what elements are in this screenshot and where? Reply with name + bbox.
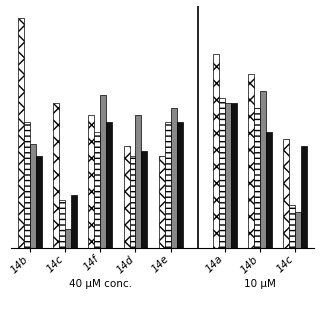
Bar (141, 151, 148, 248)
Bar (30, 144, 36, 248)
Bar (24, 122, 30, 248)
Bar (18, 18, 24, 248)
Bar (65, 229, 71, 248)
Bar (94, 132, 100, 248)
Bar (219, 98, 225, 248)
Bar (135, 115, 141, 248)
Bar (164, 122, 171, 248)
Bar (289, 204, 295, 248)
Bar (171, 108, 177, 248)
Text: 10 μM: 10 μM (244, 279, 276, 289)
Bar (213, 54, 219, 248)
Bar (225, 103, 231, 248)
Bar (100, 95, 106, 248)
Bar (254, 108, 260, 248)
Bar (231, 103, 237, 248)
Bar (177, 122, 182, 248)
Bar (88, 115, 94, 248)
Bar (106, 122, 112, 248)
Bar (53, 103, 59, 248)
Bar (283, 139, 289, 248)
Bar (36, 156, 42, 248)
Bar (266, 132, 272, 248)
Bar (295, 212, 301, 248)
Text: 40 μM conc.: 40 μM conc. (69, 279, 132, 289)
Bar (71, 195, 77, 248)
Bar (159, 156, 164, 248)
Bar (59, 200, 65, 248)
Bar (301, 146, 307, 248)
Bar (260, 91, 266, 248)
Bar (130, 156, 135, 248)
Bar (248, 74, 254, 248)
Bar (124, 146, 130, 248)
